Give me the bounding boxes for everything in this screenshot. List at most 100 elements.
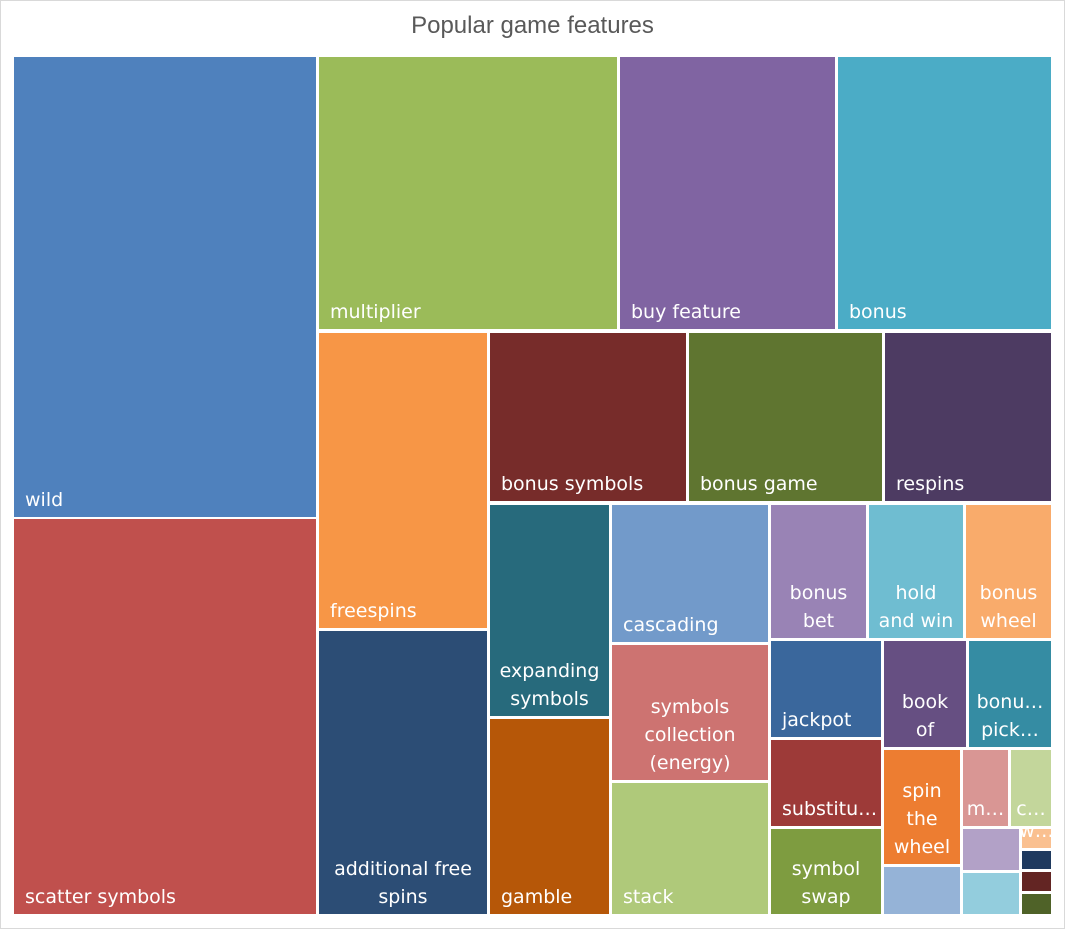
tile-rect-gamble — [490, 719, 609, 914]
tile-label-bonu-pick-2: pick… — [981, 719, 1039, 741]
tile-bonus-symbols: bonus symbols — [490, 333, 686, 501]
tile-rect-scatter-symbols — [14, 519, 316, 914]
tile-rect-unlabeled-29 — [963, 873, 1019, 914]
tile-buy-feature: buy feature — [620, 57, 835, 329]
tile-rect-stack — [612, 783, 768, 914]
tile-substitu: substitu… — [771, 740, 881, 826]
tile-label-hold-and-win-2: and win — [879, 610, 954, 632]
tile-symbol-swap: symbol swap — [771, 829, 881, 914]
tile-label-bonus: bonus — [849, 301, 907, 323]
tile-multiplier: multiplier — [319, 57, 617, 329]
tile-rect-freespins — [319, 333, 487, 628]
tile-rect-cascading — [612, 505, 768, 642]
tile-bonus: bonus — [838, 57, 1051, 329]
tile-rect-bonus-symbols — [490, 333, 686, 501]
tile-label-expanding-symbols-1: expanding — [500, 660, 600, 682]
tile-label-expanding-symbols-2: symbols — [510, 688, 589, 710]
tile-rect-symbol-swap — [771, 829, 881, 914]
tile-label-stack: stack — [623, 886, 673, 908]
chart-title: Popular game features — [411, 12, 654, 39]
tile-label-bonus-symbols: bonus symbols — [501, 473, 643, 495]
tile-rect-book-of — [884, 641, 966, 747]
tile-rect-multiplier — [319, 57, 617, 329]
tile-unlabeled-28 — [884, 867, 960, 914]
tile-label-book-of-1: book — [902, 691, 948, 713]
tile-label-buy-feature: buy feature — [631, 301, 741, 323]
tile-label-w: w… — [1019, 820, 1054, 842]
tile-respins: respins — [885, 333, 1051, 501]
tile-rect-additional-free-spins — [319, 631, 487, 914]
tile-rect-unlabeled-32 — [1022, 894, 1051, 914]
tile-c: c… — [1011, 750, 1051, 826]
tile-rect-unlabeled-28 — [884, 867, 960, 914]
tile-unlabeled-31 — [1022, 872, 1051, 891]
tile-label-symbols-collection-energy-2: collection — [644, 724, 735, 746]
tile-freespins: freespins — [319, 333, 487, 628]
tile-label-gamble: gamble — [501, 886, 572, 908]
tile-label-book-of-2: of — [916, 719, 936, 741]
tile-bonu-pick: bonu… pick… — [969, 641, 1051, 747]
tile-rect-bonus — [838, 57, 1051, 329]
tile-rect-jackpot — [771, 641, 881, 737]
tile-expanding-symbols: expanding symbols — [490, 505, 609, 716]
tile-bonus-game: bonus game — [689, 333, 882, 501]
tile-rect-bonus-game — [689, 333, 882, 501]
tile-label-multiplier: multiplier — [330, 301, 421, 323]
tile-label-spin-the-wheel-2: the — [906, 808, 937, 830]
tile-bonus-wheel: bonus wheel — [966, 505, 1051, 638]
tile-label-bonus-wheel-2: wheel — [980, 610, 1036, 632]
tile-rect-substitu — [771, 740, 881, 826]
tile-label-spin-the-wheel-3: wheel — [894, 836, 950, 858]
tile-rect-bonus-wheel — [966, 505, 1051, 638]
tile-unlabeled-29 — [963, 873, 1019, 914]
tile-scatter-symbols: scatter symbols — [14, 519, 316, 914]
tile-label-jackpot: jackpot — [781, 709, 852, 731]
tile-rect-hold-and-win — [869, 505, 963, 638]
tile-label-wild: wild — [25, 489, 63, 511]
tile-wild: wild — [14, 57, 316, 517]
tile-label-symbols-collection-energy-1: symbols — [651, 696, 730, 718]
tile-gamble: gamble — [490, 719, 609, 914]
tile-rect-respins — [885, 333, 1051, 501]
tile-label-bonu-pick-1: bonu… — [977, 691, 1044, 713]
tile-label-cascading: cascading — [623, 614, 719, 636]
tile-rect-bonu-pick — [969, 641, 1051, 747]
tile-rect-buy-feature — [620, 57, 835, 329]
tile-jackpot: jackpot — [771, 641, 881, 737]
tile-w: w… — [1019, 820, 1054, 848]
tile-label-additional-free-spins-1: additional free — [334, 858, 472, 880]
tile-label-bonus-bet-1: bonus — [790, 582, 848, 604]
tile-label-hold-and-win-1: hold — [895, 582, 936, 604]
tile-rect-unlabeled-31 — [1022, 872, 1051, 891]
tile-symbols-collection-energy: symbols collection (energy) — [612, 645, 768, 780]
tile-label-c: c… — [1016, 798, 1045, 820]
tile-label-respins: respins — [896, 473, 964, 495]
tile-rect-bonus-bet — [771, 505, 866, 638]
tile-additional-free-spins: additional free spins — [319, 631, 487, 914]
tile-label-spin-the-wheel-1: spin — [902, 780, 941, 802]
tile-label-symbol-swap-2: swap — [801, 886, 850, 908]
tile-spin-the-wheel: spin the wheel — [884, 750, 960, 864]
tile-cascading: cascading — [612, 505, 768, 642]
tile-rect-wild — [14, 57, 316, 517]
tile-label-symbol-swap-1: symbol — [792, 858, 861, 880]
tile-label-additional-free-spins-2: spins — [378, 886, 427, 908]
tile-unlabeled-30 — [1022, 851, 1051, 869]
tile-rect-unlabeled-30 — [1022, 851, 1051, 869]
tile-unlabeled-32 — [1022, 894, 1051, 914]
tile-stack: stack — [612, 783, 768, 914]
tile-label-scatter-symbols: scatter symbols — [25, 886, 176, 908]
tile-rect-m — [963, 750, 1008, 826]
tile-rect-w — [1022, 829, 1051, 848]
tile-label-m: m… — [967, 798, 1005, 820]
tile-rect-expanding-symbols — [490, 505, 609, 716]
tile-bonus-bet: bonus bet — [771, 505, 866, 638]
tile-label-bonus-game: bonus game — [700, 473, 818, 495]
tile-book-of: book of — [884, 641, 966, 747]
tile-rect-unlabeled-26 — [963, 829, 1019, 870]
tile-label-freespins: freespins — [330, 600, 417, 622]
tile-rect-c — [1011, 750, 1051, 826]
tile-label-substitu: substitu… — [782, 798, 877, 820]
tile-label-symbols-collection-energy-3: (energy) — [649, 752, 730, 774]
